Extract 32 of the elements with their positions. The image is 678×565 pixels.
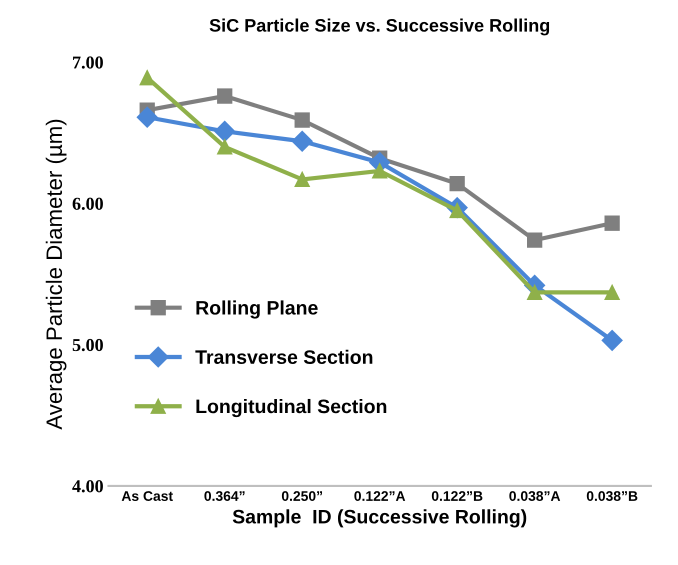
- point: [294, 112, 310, 128]
- point: [527, 284, 542, 300]
- point: [136, 106, 158, 128]
- x-axis-title: Sample ID (Successive Rolling): [232, 509, 526, 528]
- y-tick-label: 5.00: [72, 338, 103, 352]
- x-tick-label: As Cast: [122, 491, 173, 501]
- legend-label: Transverse Section: [195, 350, 372, 364]
- point: [294, 172, 310, 188]
- point: [140, 70, 155, 86]
- point: [217, 139, 232, 155]
- point: [602, 330, 623, 351]
- point: [217, 88, 232, 104]
- x-tick-label: 0.038”A: [509, 491, 560, 501]
- x-tick-label: 0.364”: [204, 491, 245, 501]
- point: [450, 176, 465, 192]
- chart-title: SiC Particle Size vs. Successive Rolling: [210, 18, 550, 36]
- x-tick-label: 0.250”: [282, 491, 322, 501]
- legend-label: Longitudinal Section: [196, 398, 386, 418]
- x-tick-label: 0.122”B: [432, 491, 482, 501]
- point: [292, 130, 313, 152]
- point: [604, 216, 620, 231]
- y-tick-label: 4.00: [72, 480, 103, 492]
- point: [372, 163, 388, 179]
- point: [527, 232, 542, 248]
- x-tick-label: 0.122”A: [354, 491, 406, 501]
- y-axis-title: Average Particle Diameter (µm): [46, 120, 66, 430]
- legend-label: Rolling Plane: [196, 300, 318, 319]
- point: [604, 284, 620, 300]
- x-tick-label: 0.038”B: [586, 491, 638, 501]
- y-tick-label: 6.00: [72, 198, 103, 210]
- y-tick-label: 7.00: [73, 56, 103, 69]
- point: [214, 120, 236, 142]
